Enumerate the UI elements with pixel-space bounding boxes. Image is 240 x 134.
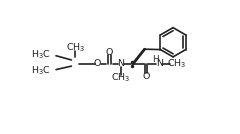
Text: O: O bbox=[94, 59, 101, 68]
Text: N: N bbox=[117, 59, 124, 68]
Text: O: O bbox=[106, 48, 113, 57]
Text: CH$_3$: CH$_3$ bbox=[66, 41, 85, 54]
Text: H$_3$C: H$_3$C bbox=[31, 64, 51, 77]
Text: H: H bbox=[152, 55, 159, 64]
Text: CH$_3$: CH$_3$ bbox=[111, 71, 130, 84]
Text: H$_3$C: H$_3$C bbox=[31, 48, 51, 61]
Text: N: N bbox=[156, 59, 163, 68]
Text: CH$_3$: CH$_3$ bbox=[167, 58, 187, 70]
Text: O: O bbox=[142, 72, 150, 81]
